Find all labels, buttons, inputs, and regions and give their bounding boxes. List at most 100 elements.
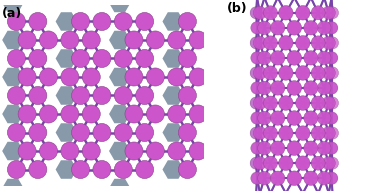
Circle shape bbox=[319, 83, 330, 93]
Circle shape bbox=[296, 66, 310, 80]
Circle shape bbox=[313, 68, 323, 78]
Circle shape bbox=[136, 160, 154, 179]
Circle shape bbox=[298, 38, 307, 48]
Circle shape bbox=[290, 173, 299, 183]
Circle shape bbox=[311, 36, 325, 50]
Circle shape bbox=[311, 66, 325, 80]
Circle shape bbox=[93, 160, 111, 179]
Circle shape bbox=[189, 105, 207, 123]
Circle shape bbox=[72, 12, 90, 31]
Circle shape bbox=[250, 67, 262, 79]
Circle shape bbox=[18, 142, 36, 160]
Polygon shape bbox=[56, 12, 77, 31]
Circle shape bbox=[114, 87, 132, 104]
Circle shape bbox=[327, 7, 339, 19]
Circle shape bbox=[273, 143, 283, 153]
Circle shape bbox=[168, 142, 186, 160]
Circle shape bbox=[279, 6, 293, 20]
Circle shape bbox=[279, 126, 293, 140]
Circle shape bbox=[40, 68, 58, 86]
Circle shape bbox=[258, 141, 271, 155]
Circle shape bbox=[253, 126, 266, 140]
Polygon shape bbox=[56, 86, 77, 105]
Circle shape bbox=[189, 142, 207, 160]
Polygon shape bbox=[56, 49, 77, 68]
Circle shape bbox=[253, 36, 266, 49]
Circle shape bbox=[264, 6, 277, 20]
Circle shape bbox=[40, 142, 58, 160]
Circle shape bbox=[323, 37, 334, 48]
Circle shape bbox=[281, 8, 291, 18]
Circle shape bbox=[266, 128, 275, 138]
Circle shape bbox=[29, 49, 47, 68]
Circle shape bbox=[322, 36, 335, 49]
Circle shape bbox=[327, 157, 339, 169]
Circle shape bbox=[319, 53, 330, 63]
Circle shape bbox=[61, 68, 79, 86]
Circle shape bbox=[251, 142, 263, 155]
Circle shape bbox=[326, 142, 337, 154]
Polygon shape bbox=[109, 105, 130, 123]
Circle shape bbox=[317, 111, 331, 125]
Circle shape bbox=[264, 96, 277, 110]
Circle shape bbox=[259, 143, 270, 153]
Circle shape bbox=[271, 141, 285, 155]
Circle shape bbox=[29, 123, 47, 142]
Circle shape bbox=[298, 8, 307, 18]
Circle shape bbox=[287, 51, 302, 65]
Circle shape bbox=[325, 112, 338, 124]
Circle shape bbox=[251, 142, 263, 154]
Polygon shape bbox=[109, 31, 130, 49]
Circle shape bbox=[317, 21, 331, 35]
Circle shape bbox=[325, 22, 338, 34]
Circle shape bbox=[251, 22, 263, 34]
Circle shape bbox=[306, 143, 316, 153]
Circle shape bbox=[258, 51, 271, 65]
Circle shape bbox=[266, 158, 275, 168]
Circle shape bbox=[29, 12, 47, 31]
Circle shape bbox=[323, 128, 334, 138]
Circle shape bbox=[311, 96, 325, 110]
Circle shape bbox=[72, 49, 90, 68]
Circle shape bbox=[279, 66, 293, 80]
Circle shape bbox=[287, 111, 302, 125]
Circle shape bbox=[250, 127, 262, 139]
Circle shape bbox=[136, 87, 154, 104]
Circle shape bbox=[189, 31, 207, 49]
Circle shape bbox=[313, 158, 323, 168]
Polygon shape bbox=[2, 142, 24, 160]
Circle shape bbox=[327, 67, 339, 79]
Circle shape bbox=[296, 6, 310, 20]
Circle shape bbox=[317, 51, 331, 65]
Circle shape bbox=[271, 171, 285, 185]
Circle shape bbox=[146, 68, 164, 86]
Circle shape bbox=[251, 172, 263, 185]
Circle shape bbox=[178, 49, 197, 68]
Circle shape bbox=[136, 49, 154, 68]
Circle shape bbox=[266, 98, 275, 108]
Circle shape bbox=[29, 160, 47, 179]
Circle shape bbox=[281, 128, 291, 138]
Circle shape bbox=[273, 173, 283, 183]
Circle shape bbox=[296, 126, 310, 140]
Polygon shape bbox=[56, 160, 77, 179]
Circle shape bbox=[259, 173, 270, 183]
Circle shape bbox=[306, 83, 316, 93]
Circle shape bbox=[319, 173, 330, 183]
Circle shape bbox=[7, 87, 26, 104]
Circle shape bbox=[136, 123, 154, 142]
Polygon shape bbox=[162, 12, 184, 31]
Polygon shape bbox=[162, 123, 184, 142]
Circle shape bbox=[296, 156, 310, 170]
Circle shape bbox=[313, 98, 323, 108]
Circle shape bbox=[279, 36, 293, 50]
Circle shape bbox=[259, 83, 270, 93]
Circle shape bbox=[258, 81, 271, 95]
Circle shape bbox=[306, 173, 316, 183]
Circle shape bbox=[273, 113, 283, 123]
Circle shape bbox=[61, 31, 79, 49]
Circle shape bbox=[125, 105, 143, 123]
Circle shape bbox=[7, 49, 26, 68]
Circle shape bbox=[322, 96, 335, 110]
Circle shape bbox=[327, 37, 339, 49]
